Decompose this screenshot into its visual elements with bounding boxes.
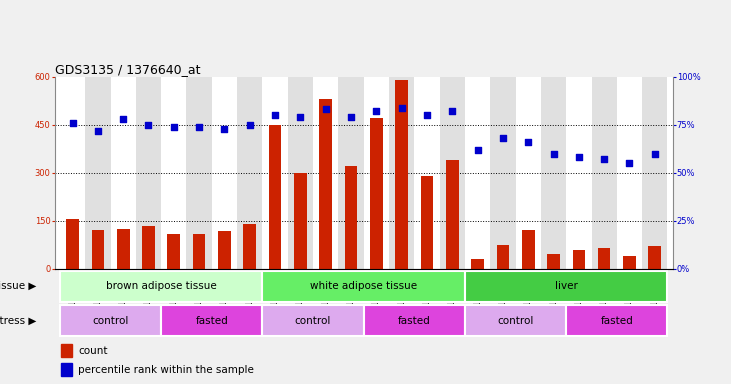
Bar bbox=[598, 248, 610, 269]
Bar bbox=[522, 230, 534, 269]
Bar bbox=[465, 271, 667, 302]
Text: liver: liver bbox=[555, 281, 577, 291]
Bar bbox=[617, 77, 642, 269]
Bar bbox=[212, 77, 237, 269]
Point bbox=[447, 108, 458, 114]
Bar bbox=[86, 77, 110, 269]
Bar bbox=[465, 305, 567, 336]
Bar bbox=[313, 77, 338, 269]
Text: control: control bbox=[295, 316, 331, 326]
Text: tissue ▶: tissue ▶ bbox=[0, 281, 37, 291]
Point bbox=[193, 124, 205, 130]
Point bbox=[523, 139, 534, 145]
Bar bbox=[572, 250, 586, 269]
Bar bbox=[591, 77, 617, 269]
Bar bbox=[243, 224, 256, 269]
Text: control: control bbox=[92, 316, 129, 326]
Point bbox=[371, 108, 382, 114]
Bar bbox=[288, 77, 313, 269]
Bar bbox=[395, 80, 408, 269]
Point bbox=[497, 135, 509, 141]
Text: stress ▶: stress ▶ bbox=[0, 316, 37, 326]
Text: percentile rank within the sample: percentile rank within the sample bbox=[78, 365, 254, 375]
Bar bbox=[548, 255, 560, 269]
Point bbox=[624, 160, 635, 166]
Text: fasted: fasted bbox=[195, 316, 228, 326]
Bar bbox=[262, 305, 364, 336]
Point bbox=[573, 154, 585, 161]
Point bbox=[345, 114, 357, 120]
Bar bbox=[67, 219, 79, 269]
Bar bbox=[117, 229, 129, 269]
Bar bbox=[60, 305, 161, 336]
Bar bbox=[420, 176, 433, 269]
Bar bbox=[193, 234, 205, 269]
Bar bbox=[370, 118, 382, 269]
Bar bbox=[363, 77, 389, 269]
Point bbox=[219, 126, 230, 132]
Bar bbox=[237, 77, 262, 269]
Bar bbox=[167, 233, 180, 269]
Bar bbox=[269, 125, 281, 269]
Bar bbox=[567, 77, 591, 269]
Text: white adipose tissue: white adipose tissue bbox=[310, 281, 417, 291]
Bar bbox=[262, 271, 465, 302]
Bar bbox=[642, 77, 667, 269]
Bar bbox=[218, 231, 231, 269]
Bar bbox=[61, 344, 72, 357]
Bar bbox=[91, 230, 105, 269]
Bar bbox=[110, 77, 136, 269]
Point bbox=[118, 116, 129, 122]
Bar bbox=[623, 256, 636, 269]
Bar bbox=[471, 259, 484, 269]
Bar bbox=[389, 77, 414, 269]
Point bbox=[598, 156, 610, 162]
Bar bbox=[648, 247, 661, 269]
Text: brown adipose tissue: brown adipose tissue bbox=[106, 281, 216, 291]
Point bbox=[649, 151, 661, 157]
Bar bbox=[515, 77, 541, 269]
Bar bbox=[465, 77, 491, 269]
Text: fasted: fasted bbox=[600, 316, 633, 326]
Bar bbox=[541, 77, 567, 269]
Text: count: count bbox=[78, 346, 107, 356]
Point bbox=[92, 127, 104, 134]
Point bbox=[168, 124, 180, 130]
Bar bbox=[491, 77, 515, 269]
Point bbox=[269, 112, 281, 118]
Point bbox=[244, 122, 256, 128]
Point bbox=[143, 122, 154, 128]
Point bbox=[395, 104, 407, 111]
Bar bbox=[61, 363, 72, 376]
Bar bbox=[345, 166, 357, 269]
Text: GDS3135 / 1376640_at: GDS3135 / 1376640_at bbox=[55, 63, 200, 76]
Bar bbox=[446, 160, 458, 269]
Point bbox=[548, 151, 559, 157]
Bar bbox=[319, 99, 332, 269]
Point bbox=[471, 147, 483, 153]
Bar bbox=[567, 305, 667, 336]
Bar bbox=[60, 271, 262, 302]
Text: fasted: fasted bbox=[398, 316, 431, 326]
Point bbox=[320, 106, 332, 113]
Bar bbox=[161, 77, 186, 269]
Bar bbox=[338, 77, 363, 269]
Bar bbox=[414, 77, 439, 269]
Bar bbox=[439, 77, 465, 269]
Bar bbox=[142, 226, 155, 269]
Bar bbox=[294, 173, 307, 269]
Point bbox=[295, 114, 306, 120]
Bar bbox=[364, 305, 465, 336]
Bar bbox=[136, 77, 161, 269]
Bar bbox=[161, 305, 262, 336]
Bar bbox=[60, 77, 86, 269]
Text: control: control bbox=[497, 316, 534, 326]
Bar bbox=[186, 77, 212, 269]
Point bbox=[421, 112, 433, 118]
Bar bbox=[496, 245, 510, 269]
Bar bbox=[262, 77, 288, 269]
Point bbox=[67, 120, 78, 126]
